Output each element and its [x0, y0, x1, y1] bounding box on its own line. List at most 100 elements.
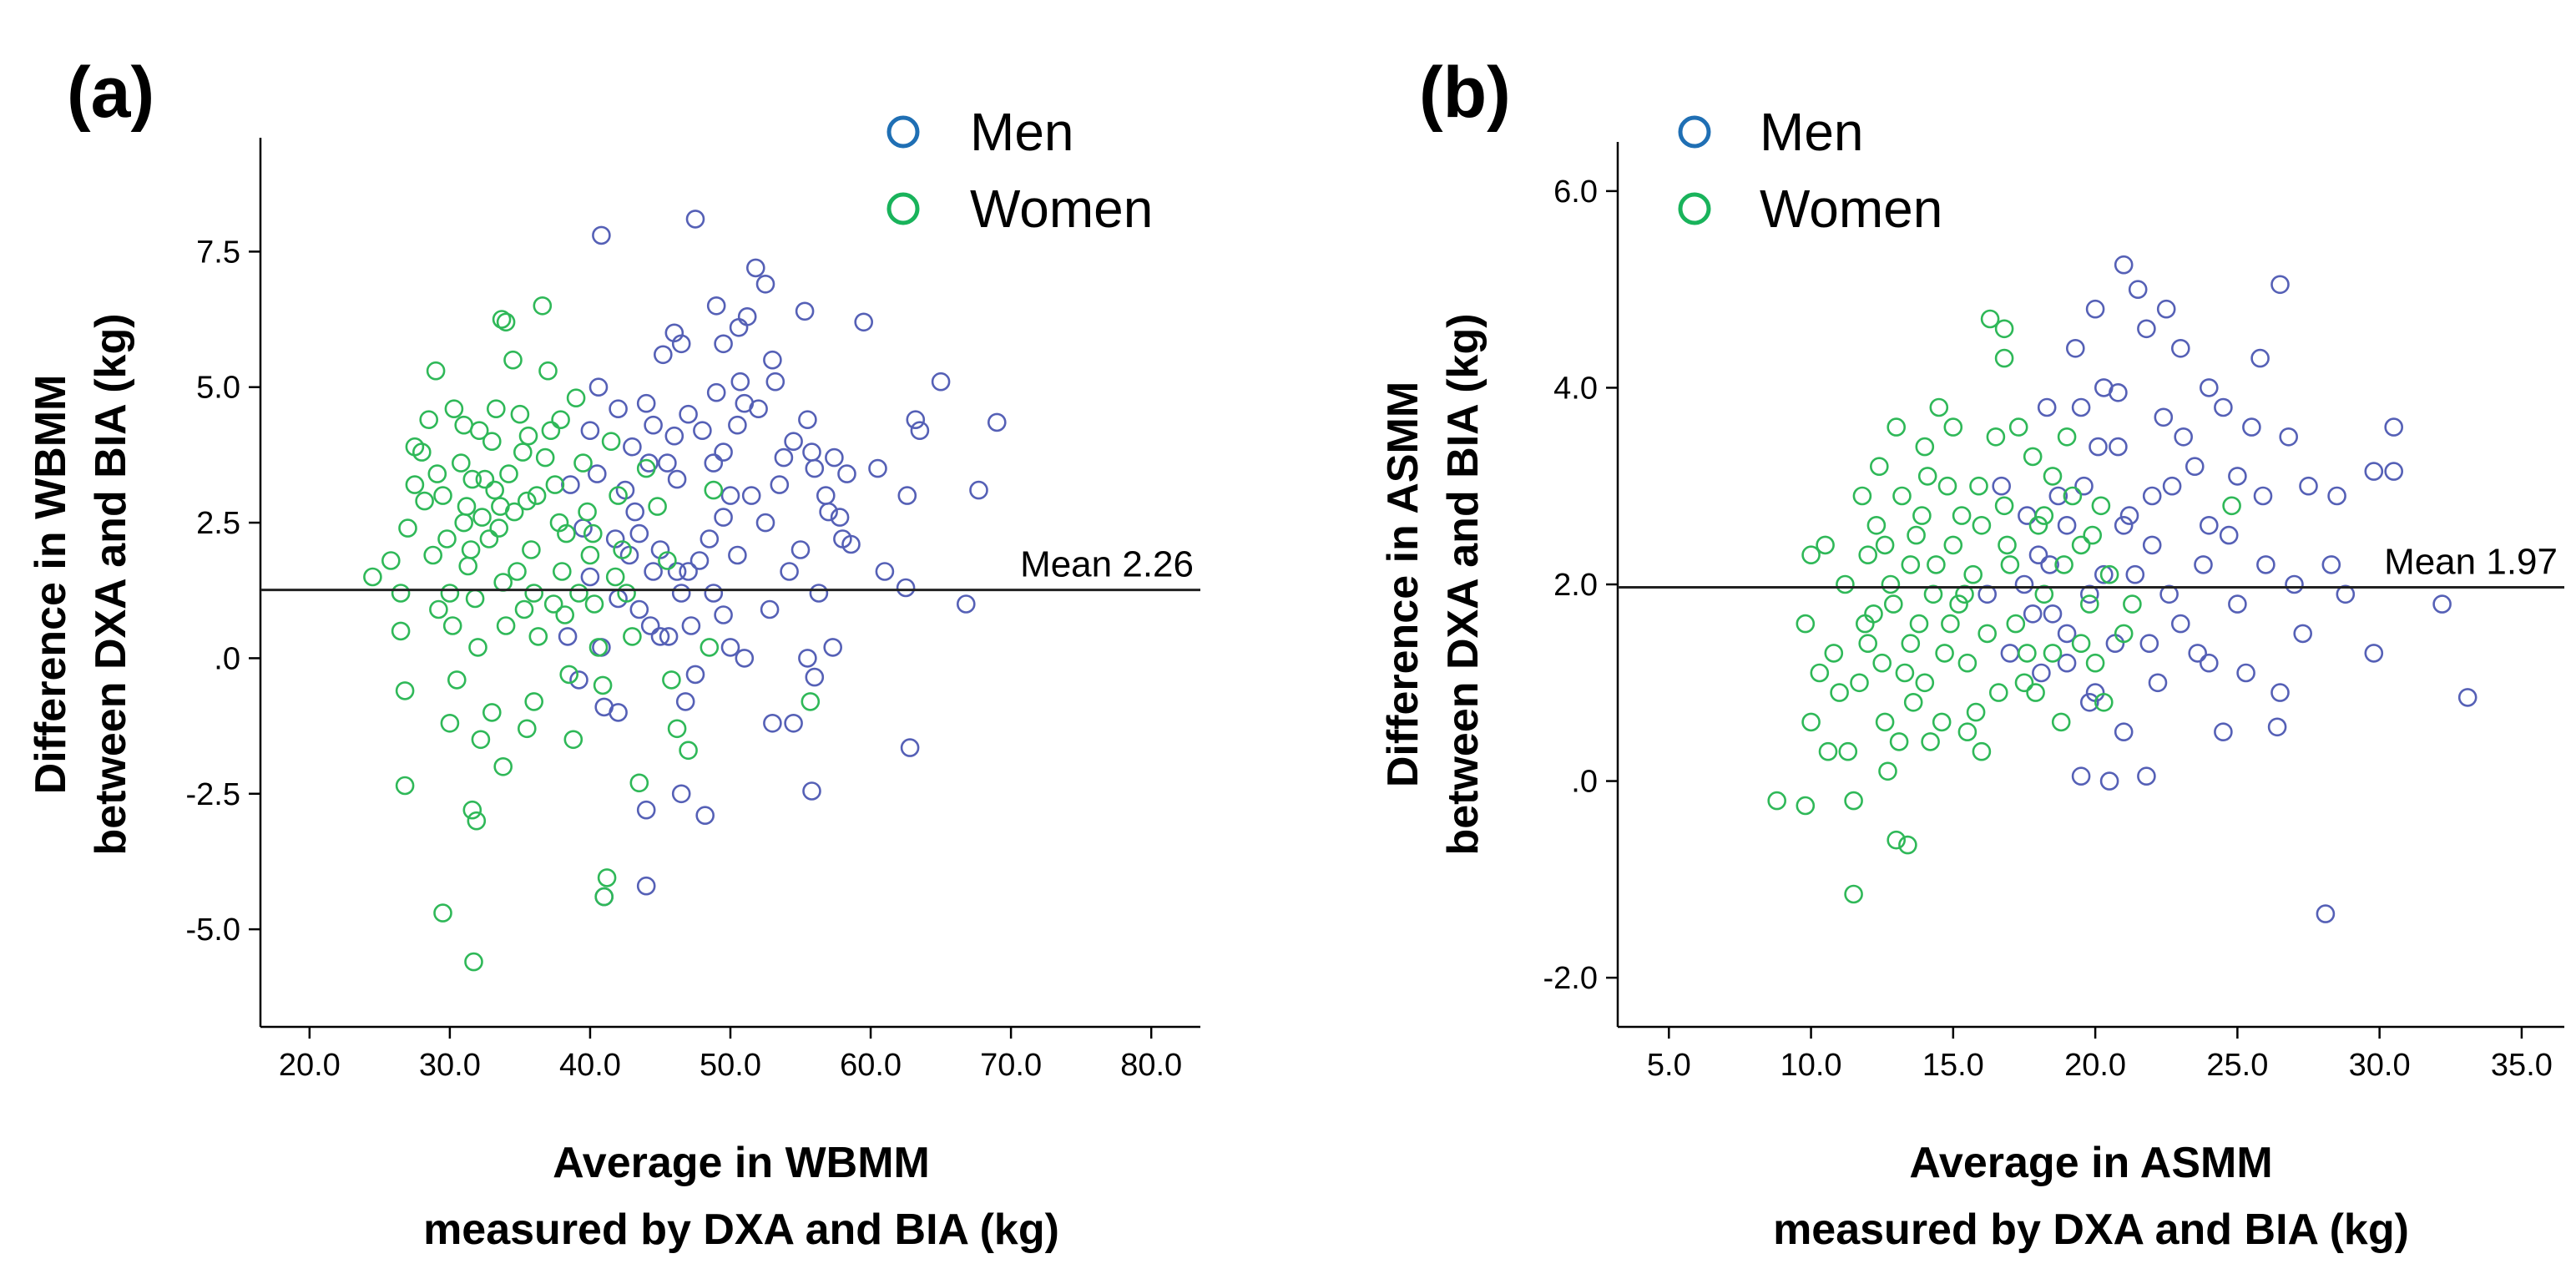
x-tick-label: 20.0: [279, 1048, 341, 1083]
data-point-men: [2242, 417, 2261, 437]
data-point-women: [1818, 741, 1838, 761]
data-point-women: [1901, 555, 1921, 574]
data-point-women: [471, 730, 491, 750]
data-point-women: [440, 713, 460, 733]
data-point-men: [2156, 299, 2176, 319]
data-point-men: [763, 713, 782, 733]
data-point-women: [508, 562, 527, 581]
data-point-men: [2293, 624, 2312, 644]
data-point-men: [2159, 584, 2179, 604]
data-point-men: [830, 508, 850, 527]
data-point-women: [1796, 614, 1816, 634]
data-point-men: [868, 458, 887, 478]
y-tick-label: -2.0: [1543, 961, 1598, 996]
data-point-men: [625, 502, 645, 522]
data-point-men: [790, 540, 811, 559]
data-point-women: [1943, 417, 1963, 437]
data-point-men: [689, 551, 710, 570]
data-point-men: [1977, 584, 1997, 604]
data-point-women: [1856, 614, 1875, 634]
data-point-men: [679, 562, 698, 581]
data-point-men: [2364, 644, 2384, 663]
x-ticks-b: 5.0 10.0 15.0 20.0 25.0 30.0 35.0: [1647, 1027, 2553, 1083]
data-point-men: [573, 518, 593, 538]
legend-label-women-b: Women: [1760, 179, 1942, 239]
data-point-men: [841, 534, 861, 554]
data-point-women: [636, 458, 656, 478]
data-point-men: [700, 529, 720, 549]
data-point-men: [2105, 634, 2125, 654]
data-point-men: [2057, 515, 2077, 535]
data-point-men: [2214, 397, 2233, 417]
data-point-men: [2316, 904, 2336, 923]
data-point-women: [2034, 506, 2054, 525]
data-point-women: [486, 399, 506, 419]
x-axis-title-b-line1: Average in ASMM: [1909, 1139, 2272, 1187]
data-point-men: [795, 301, 815, 321]
data-point-men: [658, 453, 677, 473]
data-point-women: [629, 773, 649, 793]
data-point-men: [2267, 717, 2287, 737]
data-point-men: [685, 210, 705, 229]
data-point-women: [2028, 515, 2048, 535]
data-point-women: [613, 540, 632, 559]
y-tick-label: 2.0: [1553, 568, 1598, 603]
data-point-women: [2008, 417, 2028, 437]
data-point-men: [2142, 535, 2162, 555]
data-point-women: [1796, 796, 1816, 816]
data-point-men: [763, 350, 782, 370]
legend-label-men-b: Men: [1760, 102, 1864, 162]
data-point-women: [467, 811, 487, 831]
data-point-men: [2327, 486, 2346, 506]
data-point-men: [664, 426, 684, 446]
data-point-women: [1941, 614, 1960, 634]
data-point-women: [1878, 761, 1897, 781]
data-point-women: [1844, 791, 1863, 811]
data-point-men: [2200, 515, 2219, 535]
data-point-men: [730, 372, 750, 392]
data-point-women: [559, 665, 579, 685]
data-point-men: [671, 584, 691, 603]
data-point-women: [1903, 692, 1923, 712]
data-point-men: [805, 458, 825, 478]
data-point-men: [644, 415, 663, 435]
mean-label-b: Mean 1.97: [2384, 542, 2558, 583]
data-point-women: [419, 410, 439, 430]
data-point-women: [609, 486, 628, 505]
data-point-men: [2188, 644, 2207, 663]
data-point-men: [644, 562, 663, 581]
data-point-women: [2006, 614, 2026, 634]
data-point-women: [381, 551, 401, 570]
data-point-men: [2000, 644, 2020, 663]
data-point-women: [479, 529, 499, 549]
data-point-men: [2023, 604, 2043, 624]
x-tick-label: 80.0: [1120, 1048, 1182, 1083]
data-point-men: [561, 475, 580, 494]
data-point-men: [580, 567, 600, 587]
data-point-men: [2384, 417, 2403, 437]
data-point-women: [583, 523, 603, 543]
data-point-men: [809, 584, 829, 603]
data-point-women: [433, 486, 452, 505]
data-point-men: [2099, 771, 2119, 791]
data-point-men: [2048, 486, 2068, 506]
data-point-women: [1810, 663, 1830, 683]
data-point-women: [538, 361, 558, 381]
data-point-men: [2032, 663, 2051, 683]
data-point-women: [1917, 467, 1937, 486]
data-point-men: [2114, 255, 2134, 275]
mean-label-a: Mean 2.26: [1020, 544, 1194, 585]
data-point-women: [524, 584, 544, 603]
data-point-women: [465, 589, 485, 609]
data-point-women: [1943, 535, 1963, 555]
data-point-women: [551, 410, 570, 430]
data-point-men: [2109, 382, 2128, 402]
data-point-men: [675, 692, 695, 711]
data-point-men: [693, 421, 712, 441]
data-point-men: [2114, 515, 2134, 535]
data-point-men: [741, 486, 761, 505]
data-point-women: [1955, 584, 1974, 604]
data-point-men: [802, 442, 821, 462]
data-point-women: [1952, 506, 1972, 525]
data-point-men: [2457, 688, 2478, 707]
